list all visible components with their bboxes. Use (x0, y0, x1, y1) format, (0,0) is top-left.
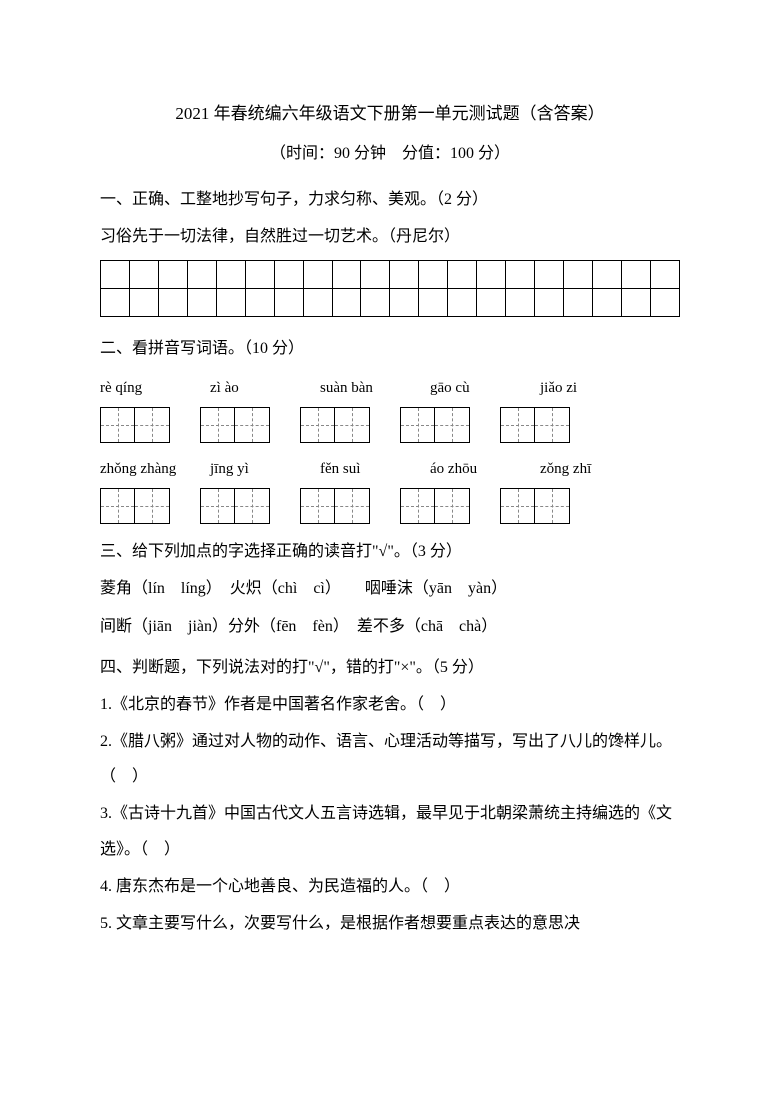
section-1: 一、正确、工整地抄写句子，力求匀称、美观。（2 分） 习俗先于一切法律，自然胜过… (100, 182, 680, 317)
tian-box (200, 407, 270, 443)
section-4: 四、判断题，下列说法对的打"√"，错的打"×"。（5 分） 1.《北京的春节》作… (100, 650, 680, 942)
section-1-heading: 一、正确、工整地抄写句子，力求匀称、美观。（2 分） (100, 182, 680, 217)
section-3: 三、给下列加点的字选择正确的读音打"√"。（3 分） 菱角（lín líng） … (100, 534, 680, 644)
pinyin-label: jiǎo zi (540, 372, 620, 405)
page-title: 2021 年春统编六年级语文下册第一单元测试题（含答案） (100, 95, 680, 132)
pinyin-label: áo zhōu (430, 453, 510, 486)
pinyin-label: zhǒng zhàng (100, 453, 180, 486)
question-4: 4. 唐东杰布是一个心地善良、为民造福的人。（ ） (100, 869, 680, 904)
tian-box (300, 488, 370, 524)
section-1-sentence: 习俗先于一切法律，自然胜过一切艺术。（丹尼尔） (100, 219, 680, 254)
tian-box (100, 407, 170, 443)
tian-box (400, 488, 470, 524)
section-3-line-2: 间断（jiān jiàn）分外（fēn fèn） 差不多（chā chà） (100, 609, 680, 644)
tian-box (500, 407, 570, 443)
page-subtitle: （时间：90 分钟 分值：100 分） (100, 136, 680, 171)
tian-box-row-1 (100, 407, 680, 443)
tian-box (400, 407, 470, 443)
tian-box-row-2 (100, 488, 680, 524)
pinyin-label: zǒng zhī (540, 453, 620, 486)
question-5: 5. 文章主要写什么，次要写什么，是根据作者想要重点表达的意思决 (100, 906, 680, 941)
pinyin-row-1: rè qíng zì ào suàn bàn gāo cù jiǎo zi (100, 372, 680, 405)
tian-box (200, 488, 270, 524)
pinyin-label: jīng yì (210, 453, 290, 486)
question-3: 3.《古诗十九首》中国古代文人五言诗选辑，最早见于北朝梁萧统主持编选的《文选》。… (100, 796, 680, 866)
section-4-heading: 四、判断题，下列说法对的打"√"，错的打"×"。（5 分） (100, 650, 680, 685)
pinyin-label: fěn suì (320, 453, 400, 486)
question-1: 1.《北京的春节》作者是中国著名作家老舍。（ ） (100, 687, 680, 722)
section-3-heading: 三、给下列加点的字选择正确的读音打"√"。（3 分） (100, 534, 680, 569)
section-2: 二、看拼音写词语。（10 分） rè qíng zì ào suàn bàn g… (100, 331, 680, 524)
question-2: 2.《腊八粥》通过对人物的动作、语言、心理活动等描写，写出了八儿的馋样儿。（ ） (100, 724, 680, 794)
section-3-line-1: 菱角（lín líng） 火炽（chì cì） 咽唾沫（yān yàn） (100, 571, 680, 606)
pinyin-label: zì ào (210, 372, 290, 405)
pinyin-row-2: zhǒng zhàng jīng yì fěn suì áo zhōu zǒng… (100, 453, 680, 486)
pinyin-label: suàn bàn (320, 372, 400, 405)
tian-box (100, 488, 170, 524)
pinyin-label: gāo cù (430, 372, 510, 405)
tian-box (300, 407, 370, 443)
writing-grid (100, 260, 680, 317)
section-2-heading: 二、看拼音写词语。（10 分） (100, 331, 680, 366)
pinyin-label: rè qíng (100, 372, 180, 405)
tian-box (500, 488, 570, 524)
